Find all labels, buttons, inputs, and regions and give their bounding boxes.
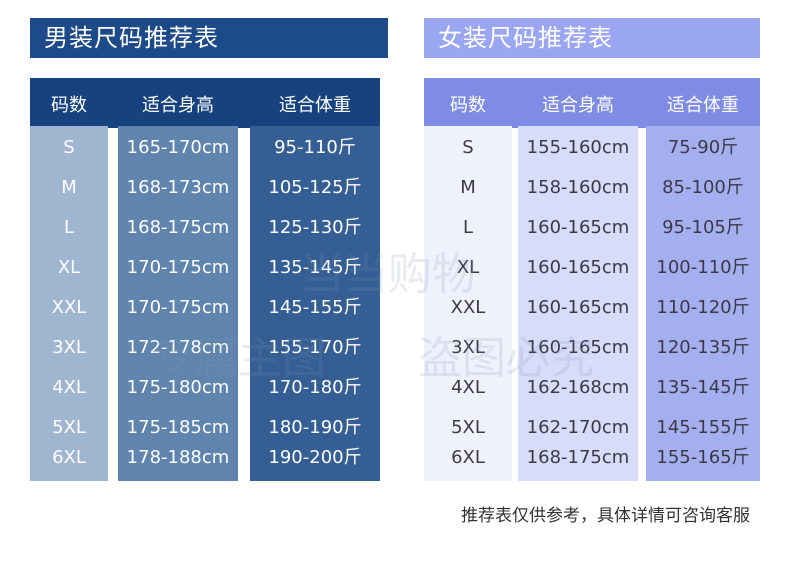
- women-size-column-body: S M L XL XXL 3XL 4XL 5XL 6XL: [424, 126, 512, 481]
- men-weight-cell: 145-155斤: [268, 297, 362, 318]
- women-size-cell: 6XL: [451, 447, 485, 468]
- women-weight-column-body: 75-90斤 85-100斤 95-105斤 100-110斤 110-120斤 120-…: [646, 126, 760, 481]
- men-height-cell: 170-175cm: [126, 297, 230, 318]
- men-height-cell: 178-188cm: [126, 447, 230, 468]
- men-height-cell: 165-170cm: [126, 137, 230, 158]
- women-height-cell: 162-168cm: [526, 377, 630, 398]
- women-size-cell: 3XL: [451, 337, 485, 358]
- women-weight-cell: 100-110斤: [656, 257, 750, 278]
- women-weight-cell: 135-145斤: [656, 377, 750, 398]
- women-height-cell: 160-165cm: [526, 337, 630, 358]
- women-height-cell: 162-170cm: [526, 417, 630, 438]
- men-height-cell: 170-175cm: [126, 257, 230, 278]
- women-header-size: 码数: [450, 95, 486, 116]
- men-height-cell: 168-173cm: [126, 177, 230, 198]
- men-weight-cell: 180-190斤: [268, 417, 362, 438]
- women-size-column: 码数 S M L XL XXL 3XL 4XL 5XL 6XL: [424, 78, 512, 481]
- men-size-column-body: S M L XL XXL 3XL 4XL 5XL 6XL: [30, 126, 108, 481]
- women-height-cell: 158-160cm: [526, 177, 630, 198]
- women-weight-cell: 95-105斤: [662, 217, 744, 238]
- men-header-height: 适合身高: [142, 95, 214, 116]
- women-size-cell: 4XL: [451, 377, 485, 398]
- men-weight-cell: 125-130斤: [268, 217, 362, 238]
- women-height-cell: 160-165cm: [526, 297, 630, 318]
- men-size-cell: XXL: [51, 297, 87, 318]
- men-size-cell: 3XL: [52, 337, 86, 358]
- women-size-cell: M: [460, 177, 476, 198]
- women-weight-column: 适合体重 75-90斤 85-100斤 95-105斤 100-110斤 110-120…: [646, 78, 760, 481]
- men-weight-cell: 135-145斤: [268, 257, 362, 278]
- men-weight-cell: 105-125斤: [268, 177, 362, 198]
- women-size-cell: S: [462, 137, 474, 158]
- women-weight-cell: 120-135斤: [656, 337, 750, 358]
- men-size-cell: 4XL: [52, 377, 86, 398]
- women-height-cell: 168-175cm: [526, 447, 630, 468]
- recommendation-note: 推荐表仅供参考，具体详情可咨询客服: [461, 506, 750, 526]
- men-weight-cell: 190-200斤: [268, 447, 362, 468]
- men-weight-cell: 170-180斤: [268, 377, 362, 398]
- men-size-cell: M: [61, 177, 77, 198]
- women-header-height: 适合身高: [542, 95, 614, 116]
- men-height-cell: 168-175cm: [126, 217, 230, 238]
- women-weight-cell: 75-90斤: [667, 137, 739, 158]
- men-size-cell: S: [63, 137, 75, 158]
- women-size-cell: 5XL: [451, 417, 485, 438]
- women-weight-cell: 110-120斤: [656, 297, 750, 318]
- men-size-cell: 6XL: [52, 447, 86, 468]
- men-height-cell: 175-180cm: [126, 377, 230, 398]
- men-header-size: 码数: [51, 95, 87, 116]
- men-weight-column-body: 95-110斤 105-125斤 125-130斤 135-145斤 145-155斤 1…: [250, 126, 380, 481]
- women-size-cell: L: [462, 217, 474, 238]
- women-size-cell: XXL: [450, 297, 486, 318]
- men-size-column: 码数 S M L XL XXL 3XL 4XL 5XL 6XL: [30, 78, 108, 481]
- men-size-table: 码数 S M L XL XXL 3XL 4XL 5XL 6XL 适合身高 165-170cm 16…: [30, 78, 380, 481]
- men-weight-cell: 95-110斤: [274, 137, 356, 158]
- men-height-cell: 175-185cm: [126, 417, 230, 438]
- men-size-cell: 5XL: [52, 417, 86, 438]
- women-header-weight: 适合体重: [667, 95, 739, 116]
- women-height-cell: 160-165cm: [526, 217, 630, 238]
- women-height-column-body: 155-160cm 158-160cm 160-165cm 160-165cm 160-…: [518, 126, 638, 481]
- men-table-title: 男装尺码推荐表: [30, 18, 388, 58]
- men-weight-column: 适合体重 95-110斤 105-125斤 125-130斤 135-145斤 145-…: [250, 78, 380, 481]
- men-header-strip: [30, 78, 380, 128]
- women-size-table: 码数 S M L XL XXL 3XL 4XL 5XL 6XL 适合身高 155-160cm 15…: [424, 78, 760, 481]
- women-table-title: 女装尺码推荐表: [424, 18, 760, 58]
- women-height-cell: 160-165cm: [526, 257, 630, 278]
- women-weight-cell: 85-100斤: [662, 177, 744, 198]
- men-header-weight: 适合体重: [279, 95, 351, 116]
- men-size-cell: L: [63, 217, 75, 238]
- men-height-column: 适合身高 165-170cm 168-173cm 168-175cm 170-175c…: [118, 78, 238, 481]
- women-header-strip: [424, 78, 760, 128]
- men-height-cell: 172-178cm: [126, 337, 230, 358]
- men-height-column-body: 165-170cm 168-173cm 168-175cm 170-175cm 170-…: [118, 126, 238, 481]
- women-weight-cell: 155-165斤: [656, 447, 750, 468]
- men-size-cell: XL: [57, 257, 81, 278]
- women-weight-cell: 145-155斤: [656, 417, 750, 438]
- women-height-column: 适合身高 155-160cm 158-160cm 160-165cm 160-165c…: [518, 78, 638, 481]
- women-size-cell: XL: [456, 257, 480, 278]
- women-height-cell: 155-160cm: [526, 137, 630, 158]
- men-weight-cell: 155-170斤: [268, 337, 362, 358]
